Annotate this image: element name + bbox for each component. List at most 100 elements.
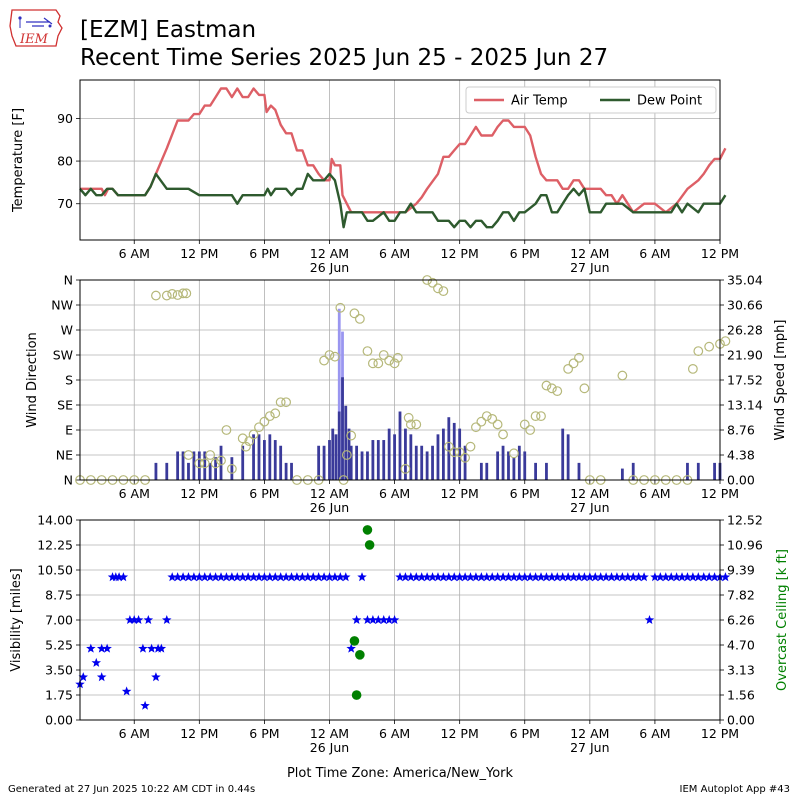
visibility-point — [460, 572, 470, 582]
direction-point — [546, 383, 557, 394]
visibility-point — [400, 572, 411, 582]
speed-bar — [263, 440, 266, 480]
chart-title-period: Recent Time Series 2025 Jun 25 - 2025 Ju… — [80, 45, 609, 71]
speed-bar — [501, 445, 505, 480]
speed-bar — [436, 434, 440, 480]
visibility-point — [688, 572, 698, 582]
visibility-point — [243, 572, 253, 582]
visibility-point — [91, 657, 101, 667]
speed-bar — [257, 434, 261, 480]
chart-title-station: [EZM] Eastman — [80, 17, 257, 43]
direction-point — [248, 429, 259, 440]
speed-bar — [371, 440, 375, 480]
visibility-point — [449, 572, 459, 582]
y-right-tick-label: 8.76 — [727, 423, 755, 438]
visibility-point — [232, 572, 242, 582]
speed-bar — [192, 451, 196, 480]
visibility-point — [227, 572, 237, 582]
speed-bar — [347, 428, 351, 480]
direction-point — [241, 441, 251, 452]
y-tick-label: NE — [56, 448, 73, 463]
visibility-point — [677, 572, 687, 582]
visibility-point — [595, 572, 606, 582]
x-tick-label: 6 PM — [249, 486, 279, 501]
visibility-point — [118, 572, 129, 582]
x-tick-label: 6 PM — [510, 246, 540, 261]
speed-bar — [331, 428, 335, 480]
visibility-point — [547, 572, 557, 582]
plot-border — [79, 79, 721, 241]
visibility-point — [86, 643, 96, 653]
visibility-point — [661, 572, 671, 582]
y-axis-label: Visibility [miles] — [9, 568, 24, 671]
visibility-point — [503, 572, 514, 582]
speed-bar — [341, 377, 344, 480]
direction-point — [704, 341, 715, 352]
visibility-point — [671, 572, 682, 582]
direction-point — [460, 452, 470, 463]
ceiling-point — [355, 650, 365, 660]
direction-point — [378, 350, 389, 360]
visibility-point — [601, 572, 611, 582]
x-tick-label: 6 AM — [379, 726, 410, 741]
visibility-point — [324, 572, 335, 582]
speed-bar — [534, 462, 537, 480]
y-tick-label: NW — [51, 298, 73, 313]
visibility-point — [351, 615, 362, 624]
y-right-tick-label: 6.26 — [727, 613, 755, 628]
x-tick-label: 12 PM — [701, 246, 739, 261]
speed-bar — [393, 434, 396, 480]
speed-bar — [176, 451, 180, 480]
speed-bar — [328, 440, 331, 480]
y-right-tick-label: 0.00 — [727, 713, 755, 728]
visibility-point — [444, 572, 454, 582]
direction-point — [454, 447, 465, 458]
x-tick-sublabel: 26 Jun — [310, 740, 349, 755]
visibility-point — [471, 572, 481, 582]
visibility-point — [633, 572, 644, 582]
speed-bar — [284, 462, 288, 480]
y-tick-label: 8.75 — [45, 588, 73, 603]
visibility-point — [693, 572, 704, 582]
visibility-point — [129, 615, 139, 624]
y-tick-label: N — [64, 273, 73, 288]
visibility-point — [102, 643, 112, 653]
direction-point — [275, 397, 286, 408]
visibility-point — [167, 572, 177, 582]
direction-point — [226, 463, 237, 474]
direction-point — [151, 290, 161, 301]
direction-point — [172, 290, 183, 300]
y-tick-label: W — [61, 323, 73, 338]
x-tick-label: 12 AM — [310, 486, 349, 501]
speed-bar — [696, 462, 700, 480]
direction-point — [324, 350, 335, 360]
speed-bar — [219, 445, 223, 480]
visibility-point — [650, 572, 660, 582]
y-tick-label: 5.25 — [45, 638, 73, 653]
visibility-point — [465, 572, 476, 582]
visibility-point — [379, 615, 389, 624]
y-right-tick-label: 21.90 — [727, 348, 763, 363]
y-right-tick-label: 10.96 — [727, 538, 763, 553]
direction-point — [161, 290, 172, 301]
visibility-point — [704, 572, 714, 582]
visibility-point — [238, 572, 248, 582]
speed-bar — [425, 451, 429, 480]
direction-point — [319, 355, 329, 366]
visibility-point — [133, 615, 144, 624]
speed-bar — [382, 440, 386, 480]
speed-bar — [409, 434, 413, 480]
y-tick-label: 70 — [57, 196, 73, 211]
speed-bar — [197, 451, 201, 480]
visibility-point — [341, 572, 351, 582]
visibility-point — [563, 572, 573, 582]
visibility-point — [270, 572, 280, 582]
x-tick-label: 6 AM — [639, 486, 670, 501]
speed-bar — [452, 422, 456, 480]
y-right-tick-label: 35.04 — [727, 273, 763, 288]
speed-bar — [241, 445, 245, 480]
visibility-point — [422, 572, 432, 582]
y-tick-label: 3.50 — [45, 663, 73, 678]
visibility-point — [574, 572, 584, 582]
